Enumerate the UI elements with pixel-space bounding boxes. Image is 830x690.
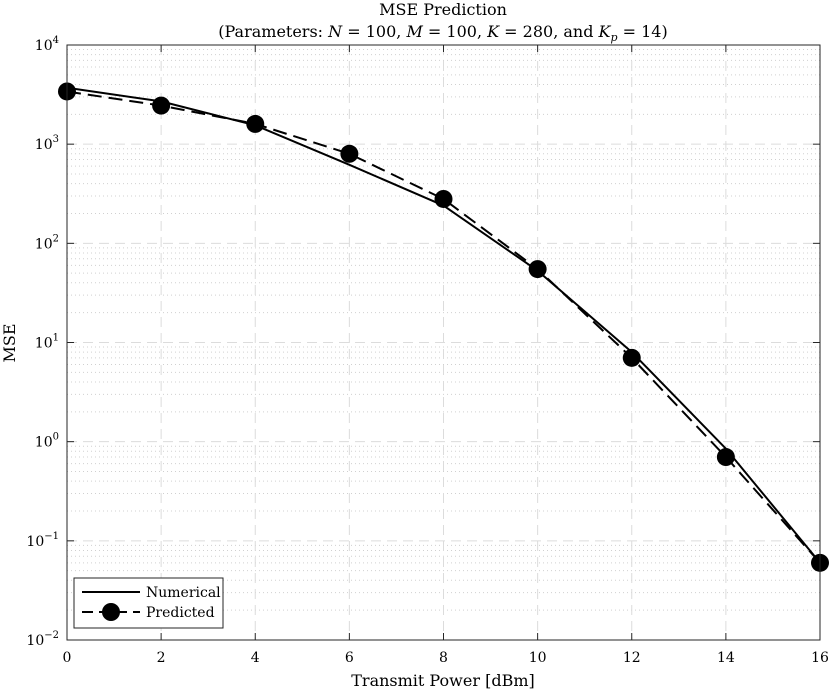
data-point-predicted: [716, 448, 735, 467]
plot-area: [58, 44, 829, 641]
x-tick-label: 0: [63, 650, 72, 666]
x-tick-label: 10: [529, 650, 547, 666]
y-tick-label: 103: [35, 134, 59, 153]
legend-marker-predicted: [102, 603, 120, 621]
y-tick-label: 10−2: [26, 630, 59, 649]
chart-title: MSE Prediction: [379, 0, 507, 19]
x-tick-label: 12: [623, 650, 641, 666]
legend-box: [73, 577, 224, 629]
series-line-predicted: [66, 90, 821, 564]
y-tick-label: 101: [35, 333, 59, 352]
x-tick-label: 2: [157, 650, 166, 666]
data-point-predicted: [246, 114, 265, 133]
y-tick-label: 104: [35, 35, 59, 54]
data-point-predicted: [622, 348, 641, 367]
x-tick-label: 16: [811, 650, 829, 666]
data-point-predicted: [434, 189, 453, 208]
x-axis-label: Transmit Power [dBm]: [351, 671, 534, 690]
y-axis-label: MSE: [0, 323, 19, 362]
x-tick-labels: 0 2 4 6 8 10 12 14 16: [63, 650, 829, 666]
data-point-predicted: [528, 260, 547, 279]
legend: Numerical Predicted: [73, 577, 224, 629]
x-tick-label: 6: [345, 650, 354, 666]
chart-subtitle: (Parameters: N = 100, M = 100, K = 280, …: [218, 22, 667, 44]
legend-label-predicted: Predicted: [146, 605, 215, 621]
x-tick-label: 14: [717, 650, 735, 666]
data-point-predicted: [152, 96, 171, 115]
series-layer: [58, 82, 829, 572]
data-point-predicted: [340, 144, 359, 163]
x-tick-label: 4: [251, 650, 260, 666]
y-tick-label: 10−1: [26, 531, 59, 550]
y-tick-labels: 10−2 10−1 100 101 102 103 104: [26, 35, 59, 649]
y-tick-label: 102: [35, 233, 59, 252]
y-tick-label: 100: [35, 432, 59, 451]
tick-marks: [66, 44, 821, 641]
legend-label-numerical: Numerical: [146, 585, 221, 601]
x-tick-label: 8: [439, 650, 448, 666]
